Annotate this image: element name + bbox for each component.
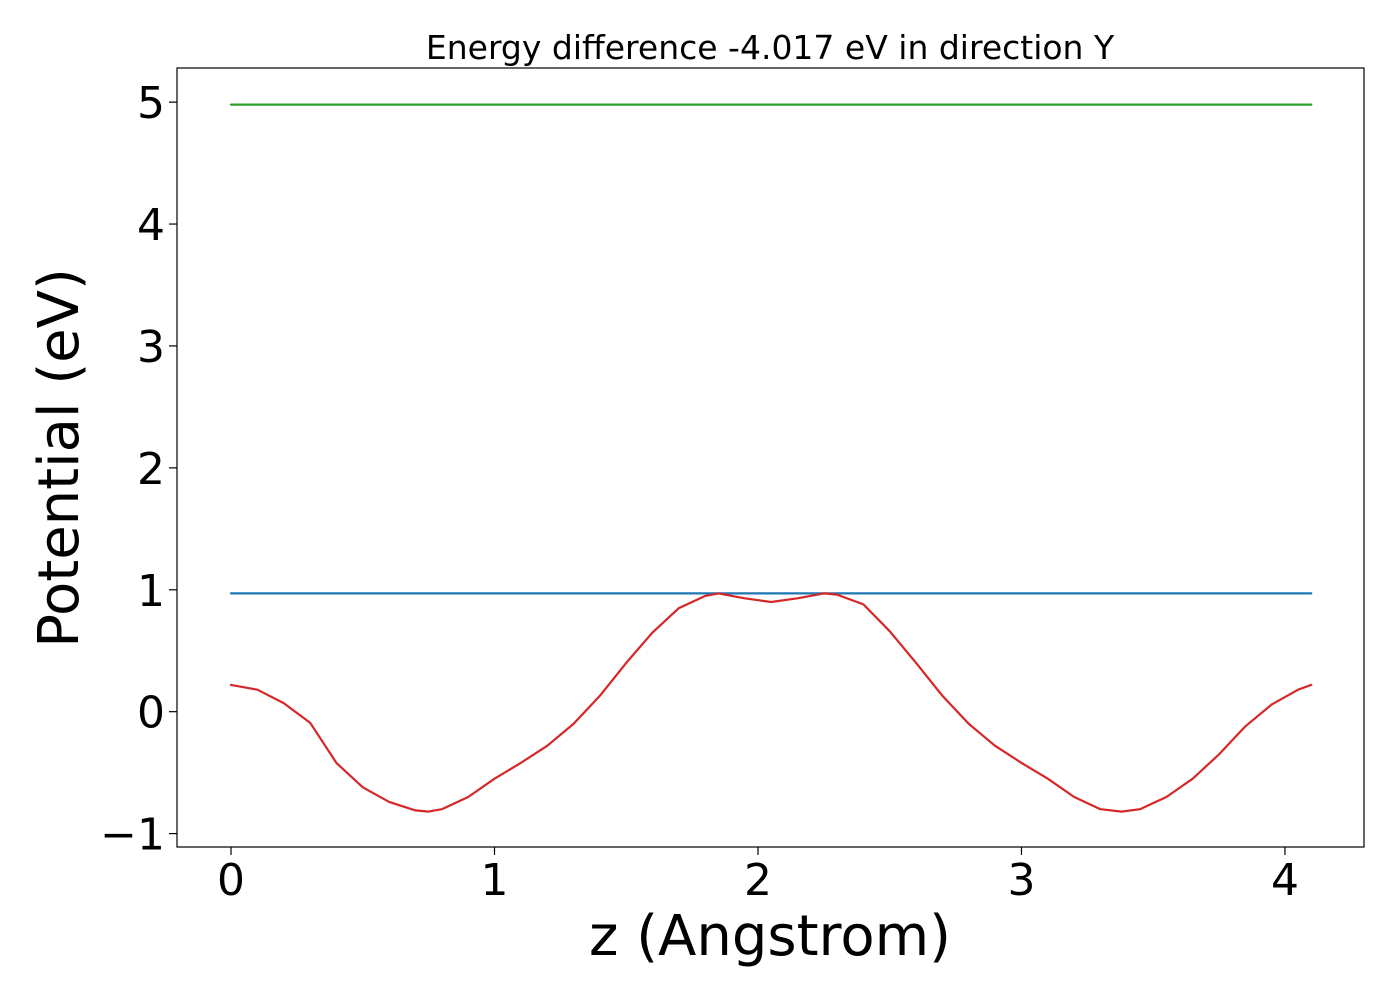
series-line-2	[229, 592, 1313, 813]
x-tick-label: 4	[1271, 855, 1299, 906]
y-tick-label: 5	[137, 78, 165, 129]
y-tick-label: −1	[100, 810, 165, 861]
y-tick-label: 4	[137, 200, 165, 251]
axes-frame	[176, 67, 1365, 848]
y-axis: −1 0 1 2 3 4 5	[100, 78, 177, 861]
y-tick-label: 0	[137, 688, 165, 739]
x-axis: 0 1 2 3 4	[217, 847, 1299, 906]
y-tick-label: 2	[137, 444, 165, 495]
y-tick-label: 3	[137, 322, 165, 373]
x-tick-label: 1	[480, 855, 508, 906]
x-axis-label: z (Angstrom)	[589, 904, 951, 969]
x-tick-label: 3	[1007, 855, 1035, 906]
x-tick-label: 0	[217, 855, 245, 906]
y-axis-label: Potential (eV)	[27, 268, 92, 648]
y-tick-label: 1	[137, 566, 165, 617]
x-tick-label: 2	[744, 855, 772, 906]
chart-title: Energy difference -4.017 eV in direction…	[426, 28, 1115, 67]
plot-area	[229, 103, 1313, 813]
